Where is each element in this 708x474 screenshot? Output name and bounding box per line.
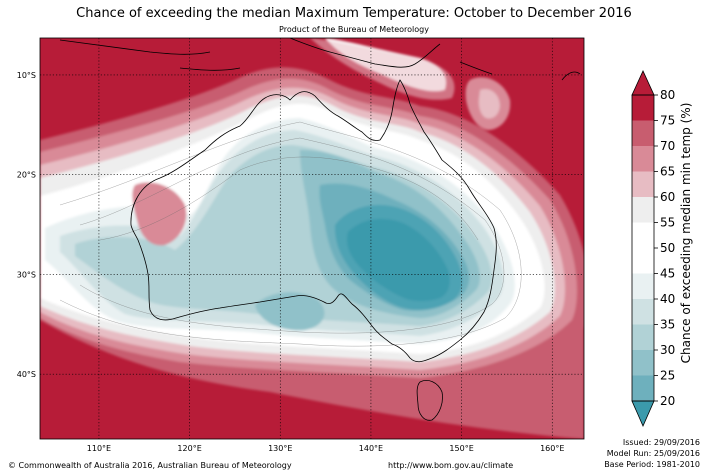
band-red-west: [132, 182, 187, 246]
colorbar-band: [632, 375, 654, 402]
issued-date: Issued: 29/09/2016: [622, 438, 700, 447]
coastlines: [59, 38, 581, 421]
colorbar-bands: [631, 70, 655, 427]
copyright-text: © Commonwealth of Australia 2016, Austra…: [8, 461, 292, 470]
colorbar-band: [632, 171, 654, 198]
band-png-ring: [310, 38, 455, 100]
colorbar-band: [632, 299, 654, 325]
band-red-qld-inner: [478, 88, 500, 119]
colorbar-tick-label: 20: [660, 394, 675, 408]
colorbar-tick-label: 80: [660, 88, 675, 102]
colorbar-band: [632, 197, 654, 223]
lat-tick-label: 30°S: [17, 270, 36, 279]
colorbar-band: [632, 222, 654, 249]
colorbar-tick-label: 75: [660, 114, 675, 128]
bom-url-link[interactable]: http://www.bom.gov.au/climate: [388, 461, 514, 470]
colorbar-extend-top: [631, 70, 655, 96]
axis-labels: 110°E 120°E 130°E 140°E 150°E 160°E 10°S 20°S 30…: [17, 71, 565, 453]
timor-coastline: [179, 67, 241, 71]
graticule: [40, 38, 584, 439]
lon-tick-label: 140°E: [359, 444, 383, 453]
colorbar-tick-label: 45: [660, 267, 675, 281]
colorbar-tick-label: 60: [660, 190, 675, 204]
lat-tick-label: 40°S: [17, 370, 36, 379]
colorbar-ticks: 20 25 30 35 40 45 50 55 60 65 70 75 80: [654, 88, 675, 408]
colorbar-tick-label: 30: [660, 343, 675, 357]
colorbar-tick-label: 70: [660, 139, 675, 153]
colorbar-band: [632, 273, 654, 300]
chart-subtitle: Product of the Bureau of Meteorology: [279, 25, 429, 34]
colorbar-band: [632, 324, 654, 351]
issue-info: Issued: 29/09/2016 Model Run: 25/09/2016…: [604, 437, 700, 470]
colorbar-tick-label: 65: [660, 165, 675, 179]
contour-bands: [40, 38, 584, 439]
colorbar-band: [632, 120, 654, 147]
lon-tick-label: 160°E: [540, 444, 564, 453]
new-guinea-coastline: [289, 38, 441, 68]
lon-tick-label: 120°E: [177, 444, 201, 453]
tasmania-coastline: [416, 380, 443, 421]
lat-tick-label: 20°S: [17, 171, 36, 180]
colorbar-label: Chance of exceeding median min temp (%): [679, 103, 693, 364]
java-coastline: [59, 39, 211, 55]
map-frame: [39, 37, 585, 440]
colorbar-band: [632, 95, 654, 121]
lat-tick-label: 10°S: [17, 71, 36, 80]
colorbar-tick-label: 50: [660, 241, 675, 255]
colorbar-band: [632, 146, 654, 172]
colorbar-band: [632, 350, 654, 376]
colorbar-tick-label: 55: [660, 216, 675, 230]
colorbar-extend-bottom: [631, 400, 655, 427]
lon-tick-label: 130°E: [268, 444, 292, 453]
colorbar-tick-label: 40: [660, 292, 675, 306]
model-run-date: Model Run: 25/09/2016: [606, 449, 700, 458]
band-20-core: [346, 218, 450, 301]
australia-coastline: [130, 79, 497, 363]
lon-tick-label: 110°E: [87, 444, 111, 453]
chart-title: Chance of exceeding the median Maximum T…: [76, 6, 632, 21]
colorbar-tick-label: 35: [660, 318, 675, 332]
colorbar-tick-label: 25: [660, 369, 675, 383]
lon-tick-label: 150°E: [449, 444, 473, 453]
colorbar-band: [632, 248, 654, 274]
solomon-coastline: [459, 61, 493, 75]
nz-coastline: [561, 71, 581, 81]
contour-lines: [59, 121, 522, 347]
base-period: Base Period: 1981-2010: [604, 460, 700, 469]
band-30b: [255, 292, 325, 331]
